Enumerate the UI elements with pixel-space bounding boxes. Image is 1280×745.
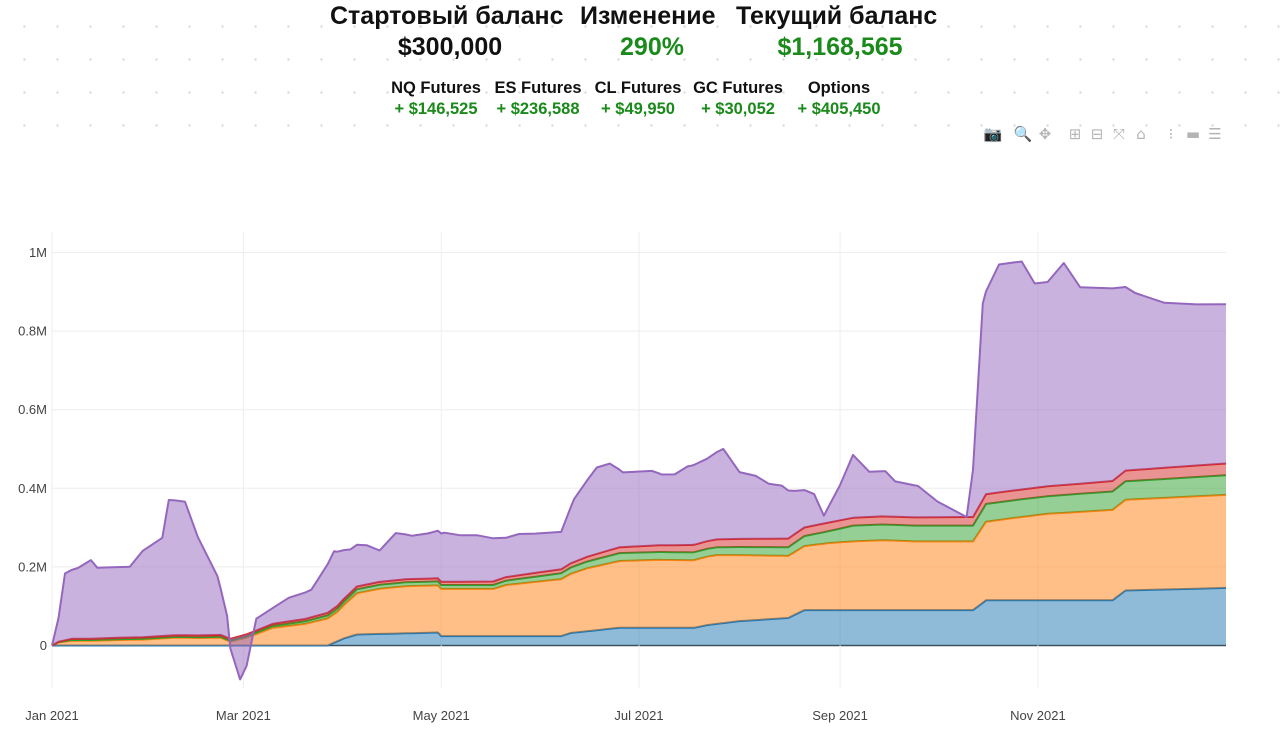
x-tick-label: Mar 2021 [216,708,271,723]
start-balance-value: $300,000 [397,33,503,61]
breakdown-name: Options [807,79,871,97]
camera-icon[interactable]: 📷 [983,125,1003,143]
breakdown-value: + $146,525 [394,100,478,118]
y-tick-label: 0.2M [18,559,47,574]
area-gc[interactable] [52,463,1226,646]
x-tick-label: Nov 2021 [1010,708,1066,723]
area-options[interactable] [52,261,1226,680]
area-es[interactable] [52,494,1226,646]
breakdown-value: + $30,052 [701,100,775,118]
y-tick-label: 1M [29,245,47,260]
x-axis-ticks: Jan 2021 Mar 2021 May 2021 Jul 2021 Sep 2021… [25,708,1065,723]
breakdown-value: + $236,588 [496,100,580,118]
x-tick-label: Jul 2021 [614,708,663,723]
area-cl[interactable] [52,475,1226,646]
change-value: 290% [620,33,684,61]
x-tick-label: May 2021 [413,708,470,723]
breakdown-value: + $405,450 [797,100,881,118]
zoom-icon[interactable]: 🔍 [1013,125,1033,143]
pan-icon[interactable]: ✥ [1038,125,1052,143]
breakdown-name: GC Futures [693,79,783,97]
y-tick-label: 0.6M [18,402,47,417]
y-tick-label: 0.4M [18,481,47,496]
line-options [51,260,1227,681]
summary-values: $300,000 290% $1,168,565 [0,33,1280,65]
area-nq[interactable] [52,587,1226,646]
x-tick-label: Jan 2021 [25,708,79,723]
breakdown-es: ES Futures + $236,588 [494,78,581,120]
y-tick-label: 0.8M [18,324,47,339]
y-tick-label: 0 [40,638,47,653]
y-axis-ticks: 0 0.2M 0.4M 0.6M 0.8M 1M [18,245,47,653]
current-balance-label: Текущий баланс [736,2,938,30]
breakdown-name: CL Futures [594,79,682,97]
spike-lines-icon[interactable]: ⁝ [1168,125,1174,143]
breakdown-cl: CL Futures + $49,950 [595,78,682,120]
zoom-out-icon[interactable]: ⊟ [1090,125,1104,143]
zoom-in-icon[interactable]: ⊞ [1068,125,1082,143]
breakdown-gc: GC Futures + $30,052 [693,78,783,120]
change-label: Изменение [580,2,716,30]
start-balance-label: Стартовый баланс [330,2,564,30]
breakdown-nq: NQ Futures + $146,525 [391,78,481,120]
breakdown-value: + $49,950 [601,100,675,118]
chart-modebar: 📷 🔍 ✥ ⊞ ⊟ ⤧ ⌂ ⁝ ▬ ☰ [982,124,1226,144]
summary-headers: Стартовый баланс Изменение Текущий балан… [0,2,1280,32]
breakdown-name: ES Futures [494,79,582,97]
breakdown-name: NQ Futures [391,79,481,97]
current-balance-value: $1,168,565 [777,33,903,61]
autoscale-icon[interactable]: ⤧ [1112,125,1125,143]
hover-compare-icon[interactable]: ☰ [1208,125,1222,143]
hover-closest-icon[interactable]: ▬ [1185,125,1201,143]
series-areas [51,260,1227,681]
breakdown-options: Options + $405,450 [797,78,880,120]
reset-axes-icon[interactable]: ⌂ [1136,125,1146,143]
x-tick-label: Sep 2021 [812,708,868,723]
